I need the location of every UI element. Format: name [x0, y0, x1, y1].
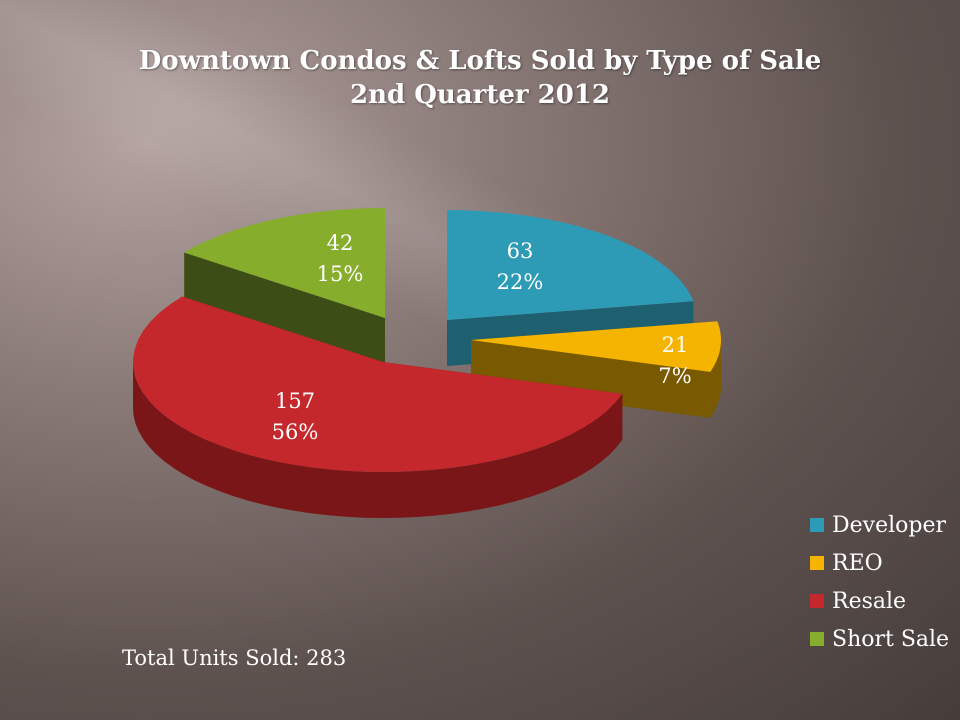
total-units-annotation: Total Units Sold: 283	[122, 646, 347, 670]
subtitle-text: 2nd Quarter 2012	[350, 80, 610, 110]
slice-wall-reo	[471, 340, 711, 418]
legend-label: Developer	[832, 512, 947, 538]
slice-resale	[133, 296, 623, 472]
percent-label-resale: 56%	[272, 420, 319, 444]
legend-item-developer: Developer	[810, 506, 949, 544]
title-text: Downtown Condos & Lofts Sold by Type of …	[138, 46, 822, 76]
slice-reo	[471, 321, 721, 372]
chart-title: Downtown Condos & Lofts Sold by Type of …	[0, 44, 960, 112]
value-label-short-sale: 42	[327, 231, 354, 255]
slice-side-resale	[133, 362, 623, 518]
legend: Developer REO Resale Short Sale	[810, 506, 949, 658]
percent-label-reo: 7%	[658, 364, 691, 388]
legend-swatch	[810, 632, 824, 646]
value-label-developer: 63	[507, 239, 534, 263]
value-label-reo: 21	[662, 333, 689, 357]
value-label-resale: 157	[275, 389, 315, 413]
legend-item-reo: REO	[810, 544, 949, 582]
slice-short-sale	[184, 208, 385, 318]
legend-swatch	[810, 556, 824, 570]
legend-label: Short Sale	[832, 626, 950, 652]
legend-item-short-sale: Short Sale	[810, 620, 949, 658]
percent-label-short-sale: 15%	[317, 262, 364, 286]
slice-side-reo	[710, 340, 721, 418]
slice-developer	[447, 210, 694, 320]
legend-swatch	[810, 594, 824, 608]
slice-wall-short-sale	[184, 252, 385, 364]
legend-item-resale: Resale	[810, 582, 949, 620]
legend-swatch	[810, 518, 824, 532]
legend-label: Resale	[832, 588, 907, 614]
legend-label: REO	[832, 550, 883, 576]
percent-label-developer: 22%	[497, 270, 544, 294]
